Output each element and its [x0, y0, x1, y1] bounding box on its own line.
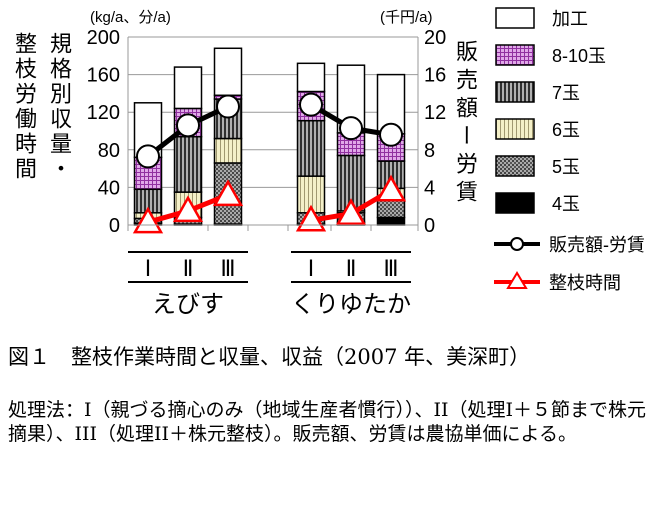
category-label: Ⅰ	[308, 256, 315, 281]
right-tick-label: 12	[424, 102, 446, 124]
left-tick-label: 0	[109, 215, 120, 237]
right-tick-label: 20	[424, 27, 446, 49]
legend-swatch	[495, 155, 535, 177]
right-tick-label: 4	[424, 177, 435, 199]
category-label: Ⅲ	[220, 256, 235, 281]
sales-marker	[339, 116, 363, 141]
left-axis-label-yield: 規格別収量・	[46, 32, 71, 182]
sales-marker	[176, 113, 200, 138]
bar-segment-7玉	[173, 135, 203, 193]
group-label: えびす	[152, 291, 224, 318]
bar-segment-7玉	[296, 119, 326, 177]
category-label: Ⅰ	[145, 256, 152, 281]
category-label: Ⅲ	[383, 256, 398, 281]
right-unit: (千円/a)	[380, 9, 433, 26]
bar-segment-4玉	[376, 216, 406, 226]
left-tick-label: 120	[87, 102, 120, 124]
left-tick-label: 160	[87, 65, 120, 87]
left-unit: (kg/a、分/a)	[90, 9, 171, 26]
figure-note: 処理法：I（親づる摘心のみ（地域生産者慣行））、II（処理I＋５節まで株元摘果）…	[8, 399, 647, 445]
right-tick-label: 8	[424, 140, 435, 162]
legend-label: 販売額-労賃	[549, 235, 645, 255]
sales-marker	[299, 92, 323, 117]
legend-label: 加工	[552, 9, 588, 29]
sales-marker	[136, 144, 160, 169]
bar-segment-加工	[173, 66, 203, 110]
legend-swatch	[495, 192, 535, 214]
group-label: くりゆたか	[291, 291, 411, 318]
legend-swatch	[495, 44, 535, 66]
legend-label: 4玉	[552, 194, 580, 214]
figure-title: 図１ 整枝作業時間と収量、収益（2007 年、美深町）	[8, 345, 531, 369]
right-axis-label: 販売額ー労賃	[452, 40, 477, 208]
legend-swatch	[495, 81, 535, 103]
bar-segment-6玉	[213, 137, 243, 164]
sales-marker	[216, 94, 240, 119]
pruning-time-marker	[335, 198, 367, 225]
bar-segment-加工	[296, 62, 326, 93]
sales-marker	[379, 122, 403, 147]
left-tick-label: 200	[87, 27, 120, 49]
category-label: Ⅱ	[183, 256, 194, 281]
pruning-time-marker	[212, 179, 244, 207]
bar-segment-5玉	[376, 198, 406, 219]
legend-label: 5玉	[552, 157, 580, 177]
chart: 0 40 80 120 160 200 0 4 8 12 16 20 (kg/a、分/a) (千円/a) Ⅰ…	[87, 7, 645, 318]
legend-circle-icon	[510, 237, 524, 251]
right-tick-label: 16	[424, 65, 446, 87]
right-tick-label: 0	[424, 215, 435, 237]
left-tick-label: 40	[98, 177, 120, 199]
legend-label: 8-10玉	[552, 46, 606, 66]
pruning-time-marker	[172, 195, 204, 223]
left-axis-label-pruning-time: 整枝労働時間	[11, 32, 36, 182]
bar-segment-加工	[213, 47, 243, 97]
legend-swatch	[495, 7, 535, 29]
category-label: Ⅱ	[346, 256, 357, 281]
pruning-time-marker	[132, 206, 164, 234]
legend-label: 7玉	[552, 83, 580, 103]
legend-label: 整枝時間	[549, 273, 621, 293]
pruning-time-marker	[375, 174, 407, 202]
legend-swatch	[495, 118, 535, 140]
left-tick-label: 80	[98, 140, 120, 162]
legend-triangle-icon	[506, 271, 528, 289]
legend-label: 6玉	[552, 120, 580, 140]
